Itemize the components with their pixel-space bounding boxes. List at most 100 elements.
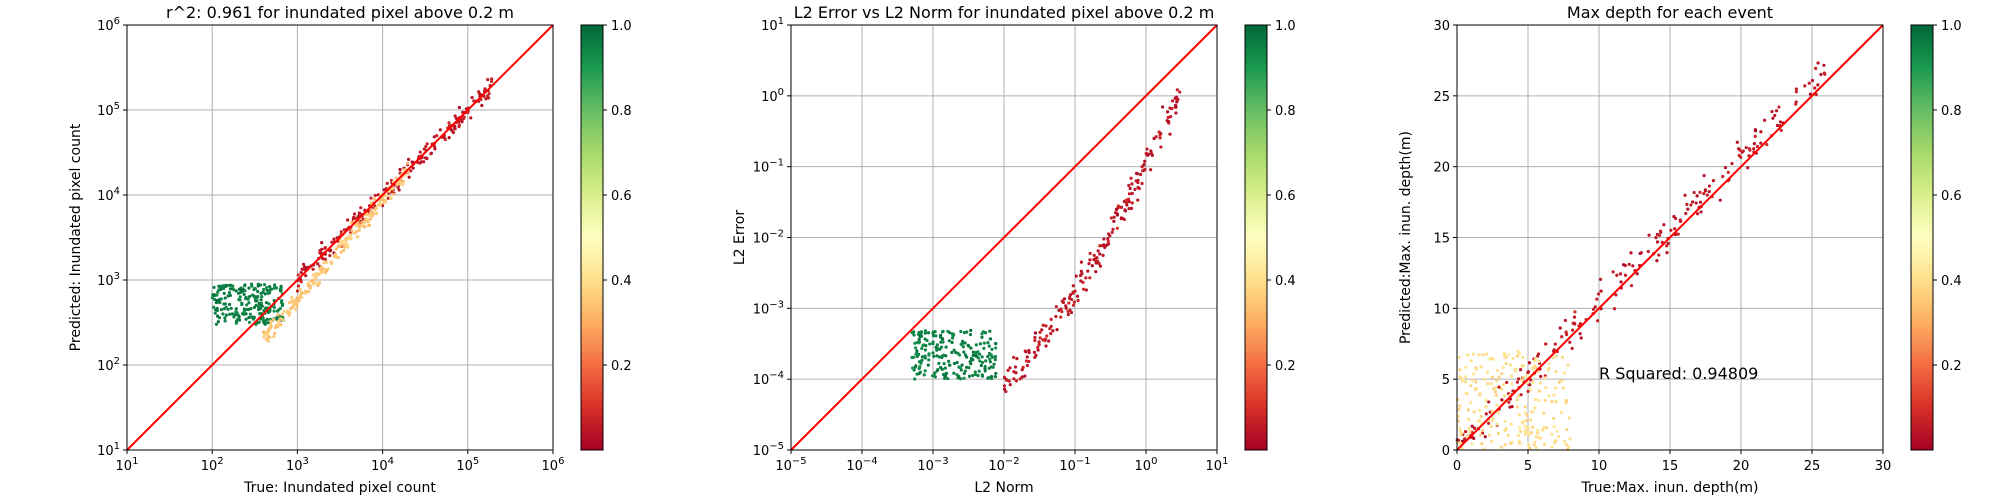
scatter-point bbox=[1599, 289, 1603, 293]
scatter-point bbox=[1023, 349, 1027, 353]
scatter-point bbox=[1069, 310, 1074, 315]
scatter-point bbox=[435, 134, 439, 138]
scatter-point bbox=[1496, 431, 1501, 436]
scatter-point bbox=[982, 341, 986, 345]
scatter-point bbox=[1655, 232, 1659, 237]
scatter-point bbox=[1112, 219, 1116, 223]
scatter-point bbox=[424, 144, 428, 149]
scatter-point bbox=[1106, 237, 1110, 241]
scatter-point bbox=[311, 267, 315, 271]
scatter-point bbox=[295, 300, 299, 304]
scatter-point bbox=[935, 343, 939, 347]
x-tick-label: 10−3 bbox=[917, 456, 948, 474]
scatter-point bbox=[244, 312, 248, 316]
colorbar-tick-label: 0.4 bbox=[1941, 274, 1962, 289]
scatter-point bbox=[323, 246, 328, 250]
scatter-point bbox=[1572, 315, 1577, 319]
scatter-point bbox=[357, 211, 361, 215]
scatter-point bbox=[918, 370, 922, 374]
scatter-point bbox=[1774, 109, 1779, 113]
scatter-point bbox=[1615, 273, 1619, 277]
scatter-point bbox=[250, 284, 254, 288]
scatter-point bbox=[955, 360, 959, 365]
scatter-point bbox=[369, 201, 374, 205]
scatter-point bbox=[1621, 263, 1626, 267]
scatter-point bbox=[1146, 152, 1151, 156]
scatter-point bbox=[963, 369, 967, 373]
scatter-point bbox=[1129, 206, 1134, 210]
scatter-point bbox=[1753, 129, 1758, 133]
scatter-point bbox=[342, 248, 346, 253]
scatter-point bbox=[1115, 226, 1119, 230]
scatter-point bbox=[1552, 416, 1556, 421]
scatter-point bbox=[397, 188, 401, 192]
scatter-point bbox=[1614, 293, 1618, 297]
scatter-point bbox=[1033, 331, 1038, 335]
y-tick-label: 106 bbox=[97, 16, 120, 34]
y-tick-label: 10−1 bbox=[753, 158, 784, 176]
scatter-point bbox=[1079, 269, 1083, 273]
scatter-point bbox=[1095, 256, 1099, 260]
scatter-point bbox=[1515, 405, 1519, 409]
y-tick-label: 10−4 bbox=[753, 370, 784, 388]
colorbar-tick-label: 0.8 bbox=[611, 104, 632, 119]
scatter-point bbox=[973, 372, 978, 377]
colorbar-tick-label: 0.6 bbox=[1275, 189, 1296, 204]
scatter-point bbox=[276, 319, 280, 324]
scatter-point bbox=[423, 156, 428, 160]
scatter-point bbox=[265, 317, 269, 321]
x-axis-label: L2 Norm bbox=[974, 480, 1033, 496]
scatter-point bbox=[1086, 269, 1090, 273]
scatter-point bbox=[1591, 307, 1595, 312]
scatter-point bbox=[252, 305, 256, 310]
scatter-point bbox=[1510, 404, 1514, 409]
scatter-point bbox=[1049, 324, 1053, 328]
scatter-point bbox=[1479, 365, 1483, 369]
scatter-point bbox=[1466, 353, 1470, 357]
scatter-point bbox=[1018, 377, 1022, 381]
scatter-point bbox=[1528, 378, 1533, 382]
scatter-point bbox=[1110, 230, 1114, 234]
scatter-point bbox=[254, 299, 258, 303]
scatter-point bbox=[295, 289, 300, 293]
scatter-point bbox=[942, 372, 946, 376]
scatter-point bbox=[956, 376, 960, 380]
x-tick-label: 25 bbox=[1804, 459, 1821, 474]
scatter-point bbox=[920, 346, 924, 351]
scatter-point bbox=[290, 299, 294, 304]
scatter-point bbox=[1537, 389, 1541, 393]
scatter-point bbox=[917, 337, 921, 341]
scatter-point bbox=[1464, 380, 1468, 384]
scatter-point bbox=[1130, 182, 1134, 186]
scatter-point bbox=[1011, 355, 1016, 360]
scatter-point bbox=[477, 90, 481, 94]
scatter-point bbox=[944, 354, 948, 358]
scatter-point bbox=[1665, 251, 1669, 255]
scatter-point bbox=[356, 235, 360, 239]
scatter-point bbox=[994, 342, 998, 346]
scatter-point bbox=[354, 229, 359, 234]
scatter-point bbox=[469, 116, 473, 120]
scatter-point bbox=[1060, 299, 1064, 303]
scatter-point bbox=[1033, 335, 1037, 340]
scatter-point bbox=[1521, 375, 1526, 379]
scatter-point bbox=[1166, 115, 1170, 120]
scatter-point bbox=[1570, 346, 1574, 351]
scatter-point bbox=[1536, 436, 1540, 440]
scatter-point bbox=[988, 360, 992, 364]
scatter-point bbox=[238, 298, 242, 302]
scatter-point bbox=[987, 344, 991, 348]
scatter-point bbox=[1566, 447, 1570, 452]
scatter-point bbox=[354, 223, 358, 227]
r-squared-annotation: R Squared: 0.94809 bbox=[1599, 364, 1758, 383]
scatter-point bbox=[1666, 241, 1670, 246]
scatter-point bbox=[1737, 147, 1741, 151]
scatter-point bbox=[256, 320, 261, 325]
scatter-point bbox=[1810, 78, 1815, 83]
scatter-point bbox=[1129, 176, 1133, 180]
scatter-point bbox=[484, 97, 488, 101]
scatter-point bbox=[1543, 376, 1548, 380]
x-tick-label: 10−2 bbox=[988, 456, 1019, 474]
colorbar-tick-label: 0.4 bbox=[1275, 274, 1296, 289]
